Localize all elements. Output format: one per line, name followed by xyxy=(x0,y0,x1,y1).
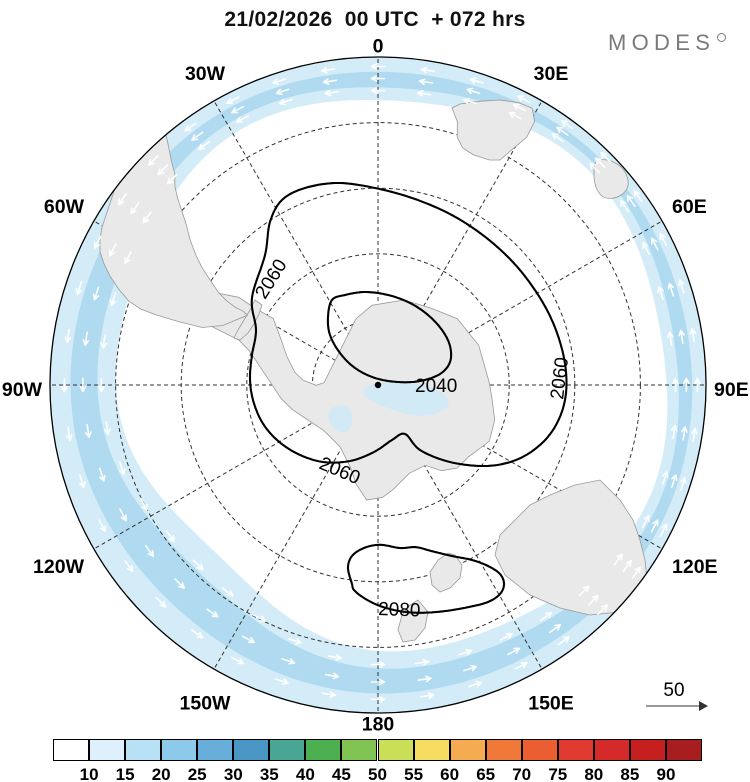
svg-text:150W: 150W xyxy=(180,693,232,715)
svg-text:30W: 30W xyxy=(185,63,226,85)
svg-text:0: 0 xyxy=(373,36,384,58)
svg-text:120E: 120E xyxy=(672,556,718,578)
svg-text:90E: 90E xyxy=(714,379,749,401)
svg-text:90W: 90W xyxy=(2,379,43,401)
svg-text:30E: 30E xyxy=(534,63,569,85)
svg-text:2040: 2040 xyxy=(415,376,457,397)
svg-text:60E: 60E xyxy=(672,196,707,218)
svg-text:150E: 150E xyxy=(528,693,574,715)
svg-text:120W: 120W xyxy=(33,556,85,578)
svg-text:50: 50 xyxy=(663,680,684,701)
svg-text:60W: 60W xyxy=(44,196,85,218)
svg-text:180: 180 xyxy=(362,714,395,736)
svg-text:2080: 2080 xyxy=(378,599,421,621)
